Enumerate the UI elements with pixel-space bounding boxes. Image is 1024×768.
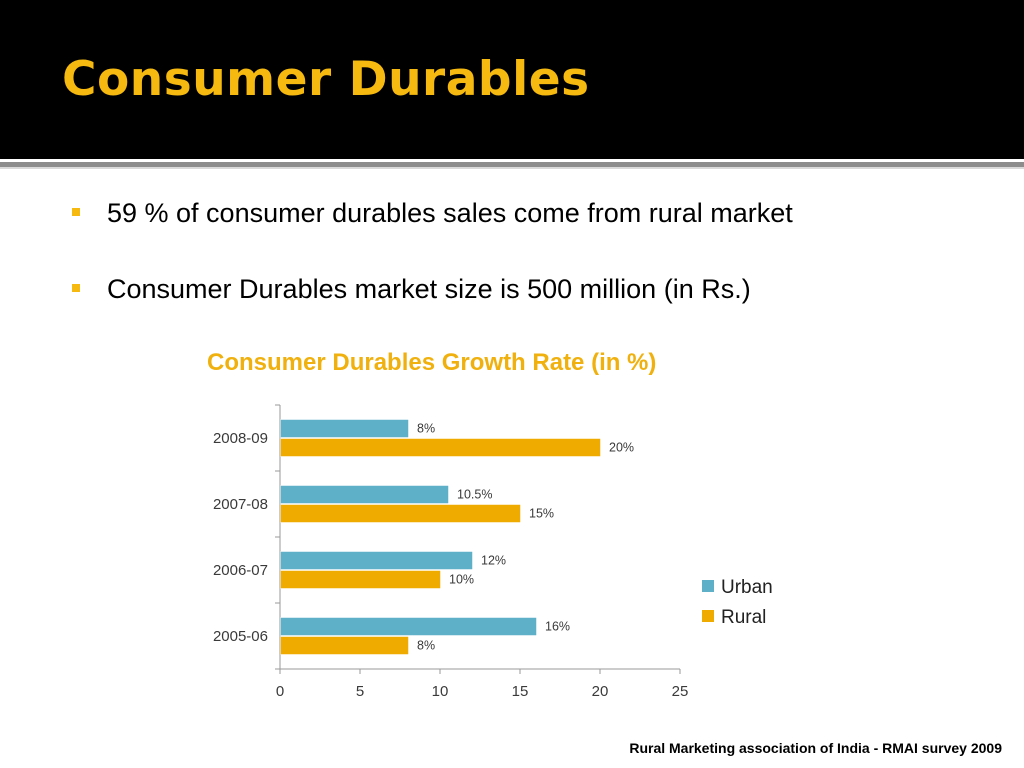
x-tick-label: 10 [432,683,449,700]
slide-title: Consumer Durables [62,52,590,107]
data-label: 10% [449,573,474,587]
bar-urban [280,551,473,570]
x-tick-label: 5 [356,683,364,700]
bullet-text: 59 % of consumer durables sales come fro… [107,198,793,228]
data-label: 12% [481,554,506,568]
divider-bottom [0,167,1024,169]
data-label: 8% [417,639,435,653]
category-label: 2008-09 [213,430,268,447]
chart-title: Consumer Durables Growth Rate (in %) [207,349,657,376]
category-label: 2007-08 [213,496,268,513]
data-label: 20% [609,441,634,455]
bar-rural [280,438,601,457]
x-tick-label: 0 [276,683,284,700]
data-label: 8% [417,422,435,436]
data-label: 16% [545,620,570,634]
bar-urban [280,617,537,636]
bar-rural [280,504,521,523]
data-label: 10.5% [457,488,492,502]
legend-label: Rural [721,607,766,628]
bullet-square-icon [72,284,80,292]
bar-urban [280,419,409,438]
legend-swatch-rural [702,610,714,622]
title-band: Consumer Durables [0,0,1024,159]
bullet-square-icon [72,208,80,216]
x-tick-label: 25 [672,683,689,700]
bar-rural [280,636,409,655]
legend-label: Urban [721,577,773,598]
bullet-text: Consumer Durables market size is 500 mil… [107,274,751,304]
divider-top [0,159,1024,162]
x-tick-label: 20 [592,683,609,700]
category-label: 2005-06 [213,628,268,645]
legend-swatch-urban [702,580,714,592]
x-tick-label: 15 [512,683,529,700]
category-label: 2006-07 [213,562,268,579]
bar-rural [280,570,441,589]
source-citation: Rural Marketing association of India - R… [629,740,1002,756]
divider-middle [0,162,1024,167]
data-label: 15% [529,507,554,521]
bar-urban [280,485,449,504]
